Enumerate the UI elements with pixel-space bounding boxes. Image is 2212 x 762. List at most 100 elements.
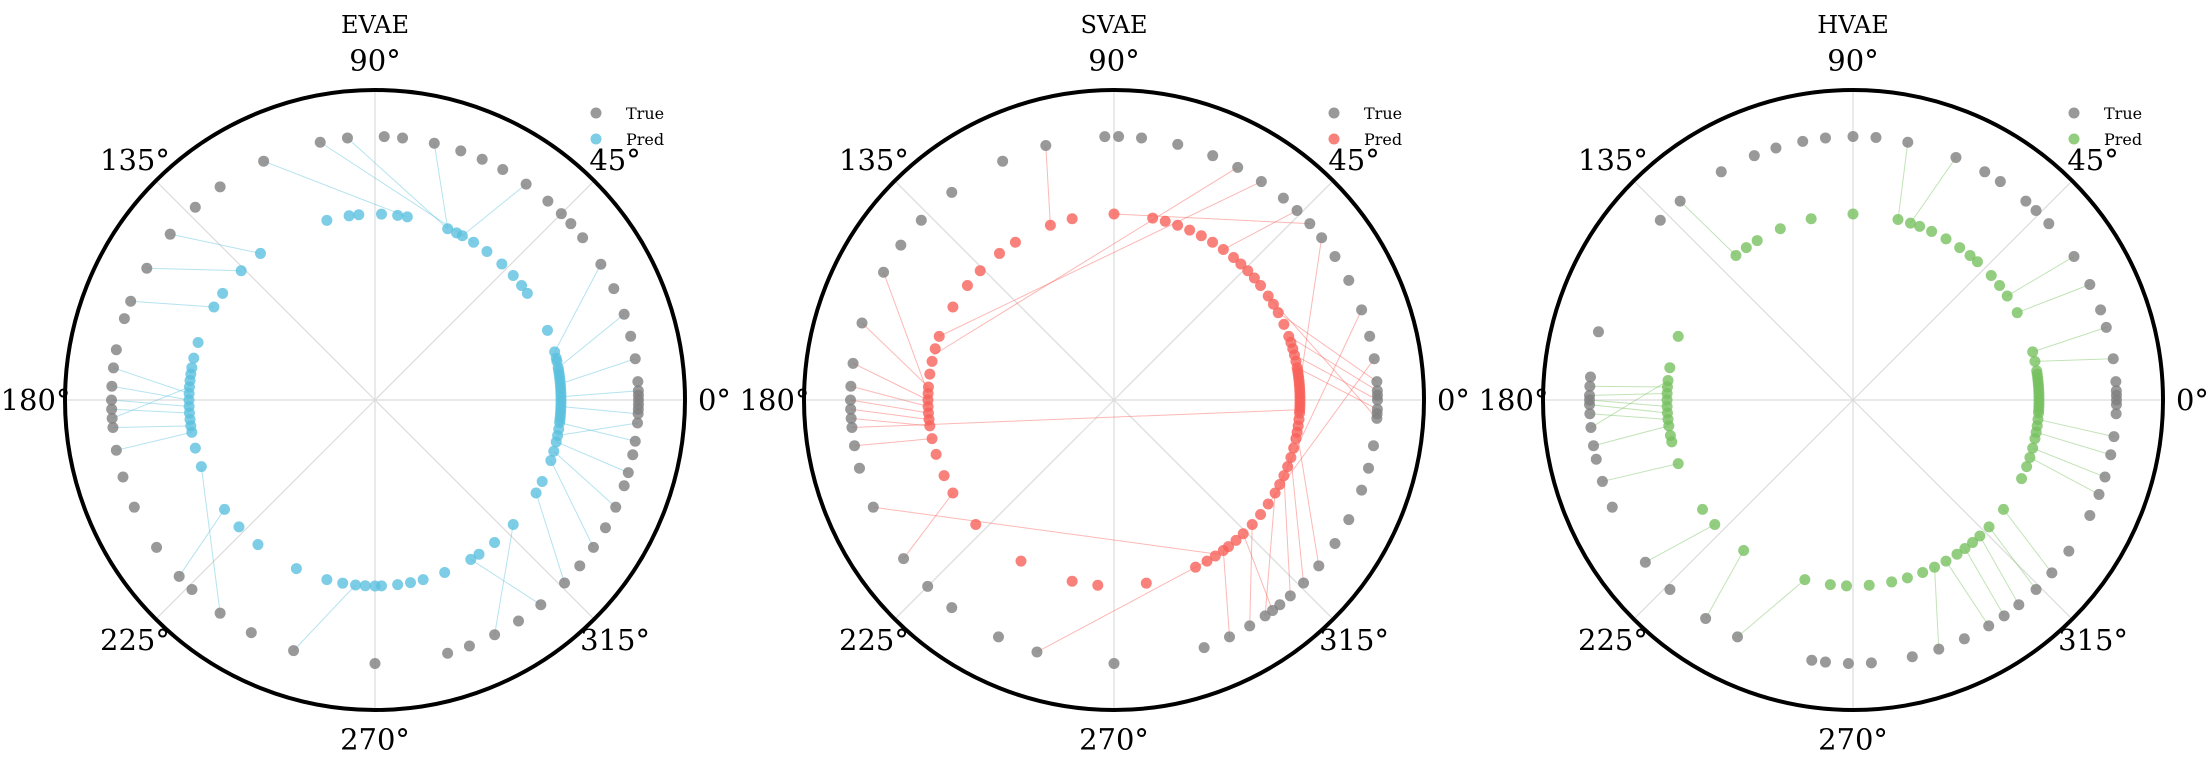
pred-point (321, 574, 333, 586)
link-line (1267, 295, 1378, 419)
true-point (1040, 139, 1052, 151)
pred-point (337, 577, 349, 589)
true-point (1584, 408, 1596, 420)
true-point (847, 357, 859, 369)
link-line (111, 408, 190, 414)
link-line (903, 492, 954, 559)
pred-point (321, 214, 333, 226)
true-point (1906, 651, 1918, 663)
link-line (560, 405, 639, 415)
true-point (2093, 488, 2105, 500)
true-point (629, 353, 641, 365)
pred-point (350, 579, 362, 591)
legend-marker (590, 133, 602, 145)
link-line (535, 492, 566, 584)
true-point (2030, 204, 2042, 216)
pred-point (1217, 244, 1229, 256)
true-point (106, 394, 117, 406)
pred-point (947, 487, 959, 499)
legend-marker (590, 107, 602, 119)
true-point (341, 132, 353, 144)
true-point (845, 403, 857, 415)
pred-point (343, 210, 355, 222)
pred-point (1929, 561, 1941, 573)
true-point (1224, 631, 1236, 643)
pred-point (521, 287, 533, 299)
link-line (560, 358, 636, 385)
angular-gridline (1633, 399, 1854, 620)
pred-point (219, 503, 231, 515)
pred-point (974, 265, 986, 277)
true-point (878, 266, 890, 278)
pred-point (1278, 470, 1290, 482)
pred-point (1974, 530, 1986, 542)
true-point (1343, 514, 1355, 526)
true-point (214, 607, 226, 619)
link-line (113, 367, 190, 394)
link-line (2032, 447, 2106, 478)
angle-tick-label: 225° (1578, 623, 1648, 657)
link-line (1593, 425, 1669, 447)
link-line (553, 450, 617, 508)
pred-point (1262, 498, 1274, 510)
pred-point (465, 553, 477, 565)
true-point (629, 435, 641, 447)
link-line (1283, 475, 1291, 596)
pred-point (1044, 219, 1056, 231)
true-point (599, 522, 611, 534)
pred-point (1248, 272, 1260, 284)
angle-tick-label: 270° (340, 722, 410, 756)
pred-point (1201, 555, 1213, 567)
link-line (1602, 463, 1679, 482)
pred-point (1140, 577, 1152, 589)
angle-tick-label: 315° (580, 623, 650, 657)
link-line (462, 183, 527, 237)
pred-point (1901, 572, 1913, 584)
true-point (214, 181, 226, 193)
legend: True Pred (2068, 104, 2142, 149)
true-point (618, 480, 630, 492)
true-point (118, 313, 130, 325)
true-point (1364, 330, 1376, 342)
pred-point (2011, 307, 2023, 319)
link-line (112, 425, 191, 429)
legend: True Pred (590, 104, 664, 149)
angle-tick-label: 45° (2067, 143, 2118, 177)
pred-point (217, 287, 229, 299)
link-line (2037, 418, 2115, 438)
true-point (1588, 440, 1600, 452)
link-line (146, 267, 242, 272)
pred-point (1886, 576, 1898, 588)
pred-point (186, 426, 198, 438)
legend-marker (1328, 107, 1340, 119)
angular-gridline (155, 399, 376, 620)
true-point (632, 376, 644, 388)
true-point (997, 155, 1009, 167)
pred-point (1255, 279, 1267, 291)
true-point (258, 155, 270, 167)
pred-point (1863, 579, 1875, 591)
link-line (1589, 385, 1668, 388)
pred-point (401, 211, 413, 223)
true-point (442, 647, 454, 659)
link-line (1296, 432, 1320, 566)
link-line (1945, 560, 1990, 627)
true-point (1207, 150, 1219, 162)
pred-point (188, 352, 200, 364)
true-point (2084, 278, 2096, 290)
pred-point (392, 209, 404, 221)
legend-marker (2068, 133, 2080, 145)
true-point (1865, 657, 1877, 669)
link-line (1242, 533, 1274, 611)
true-point (845, 412, 857, 424)
true-point (2099, 471, 2111, 483)
pred-point (1672, 458, 1684, 470)
true-point (574, 560, 586, 572)
true-point (846, 422, 858, 434)
pred-point (1172, 219, 1184, 231)
true-point (1363, 462, 1375, 474)
true-point (2110, 376, 2122, 388)
pred-point (1228, 252, 1240, 264)
true-point (164, 228, 176, 240)
true-point (1284, 590, 1296, 602)
